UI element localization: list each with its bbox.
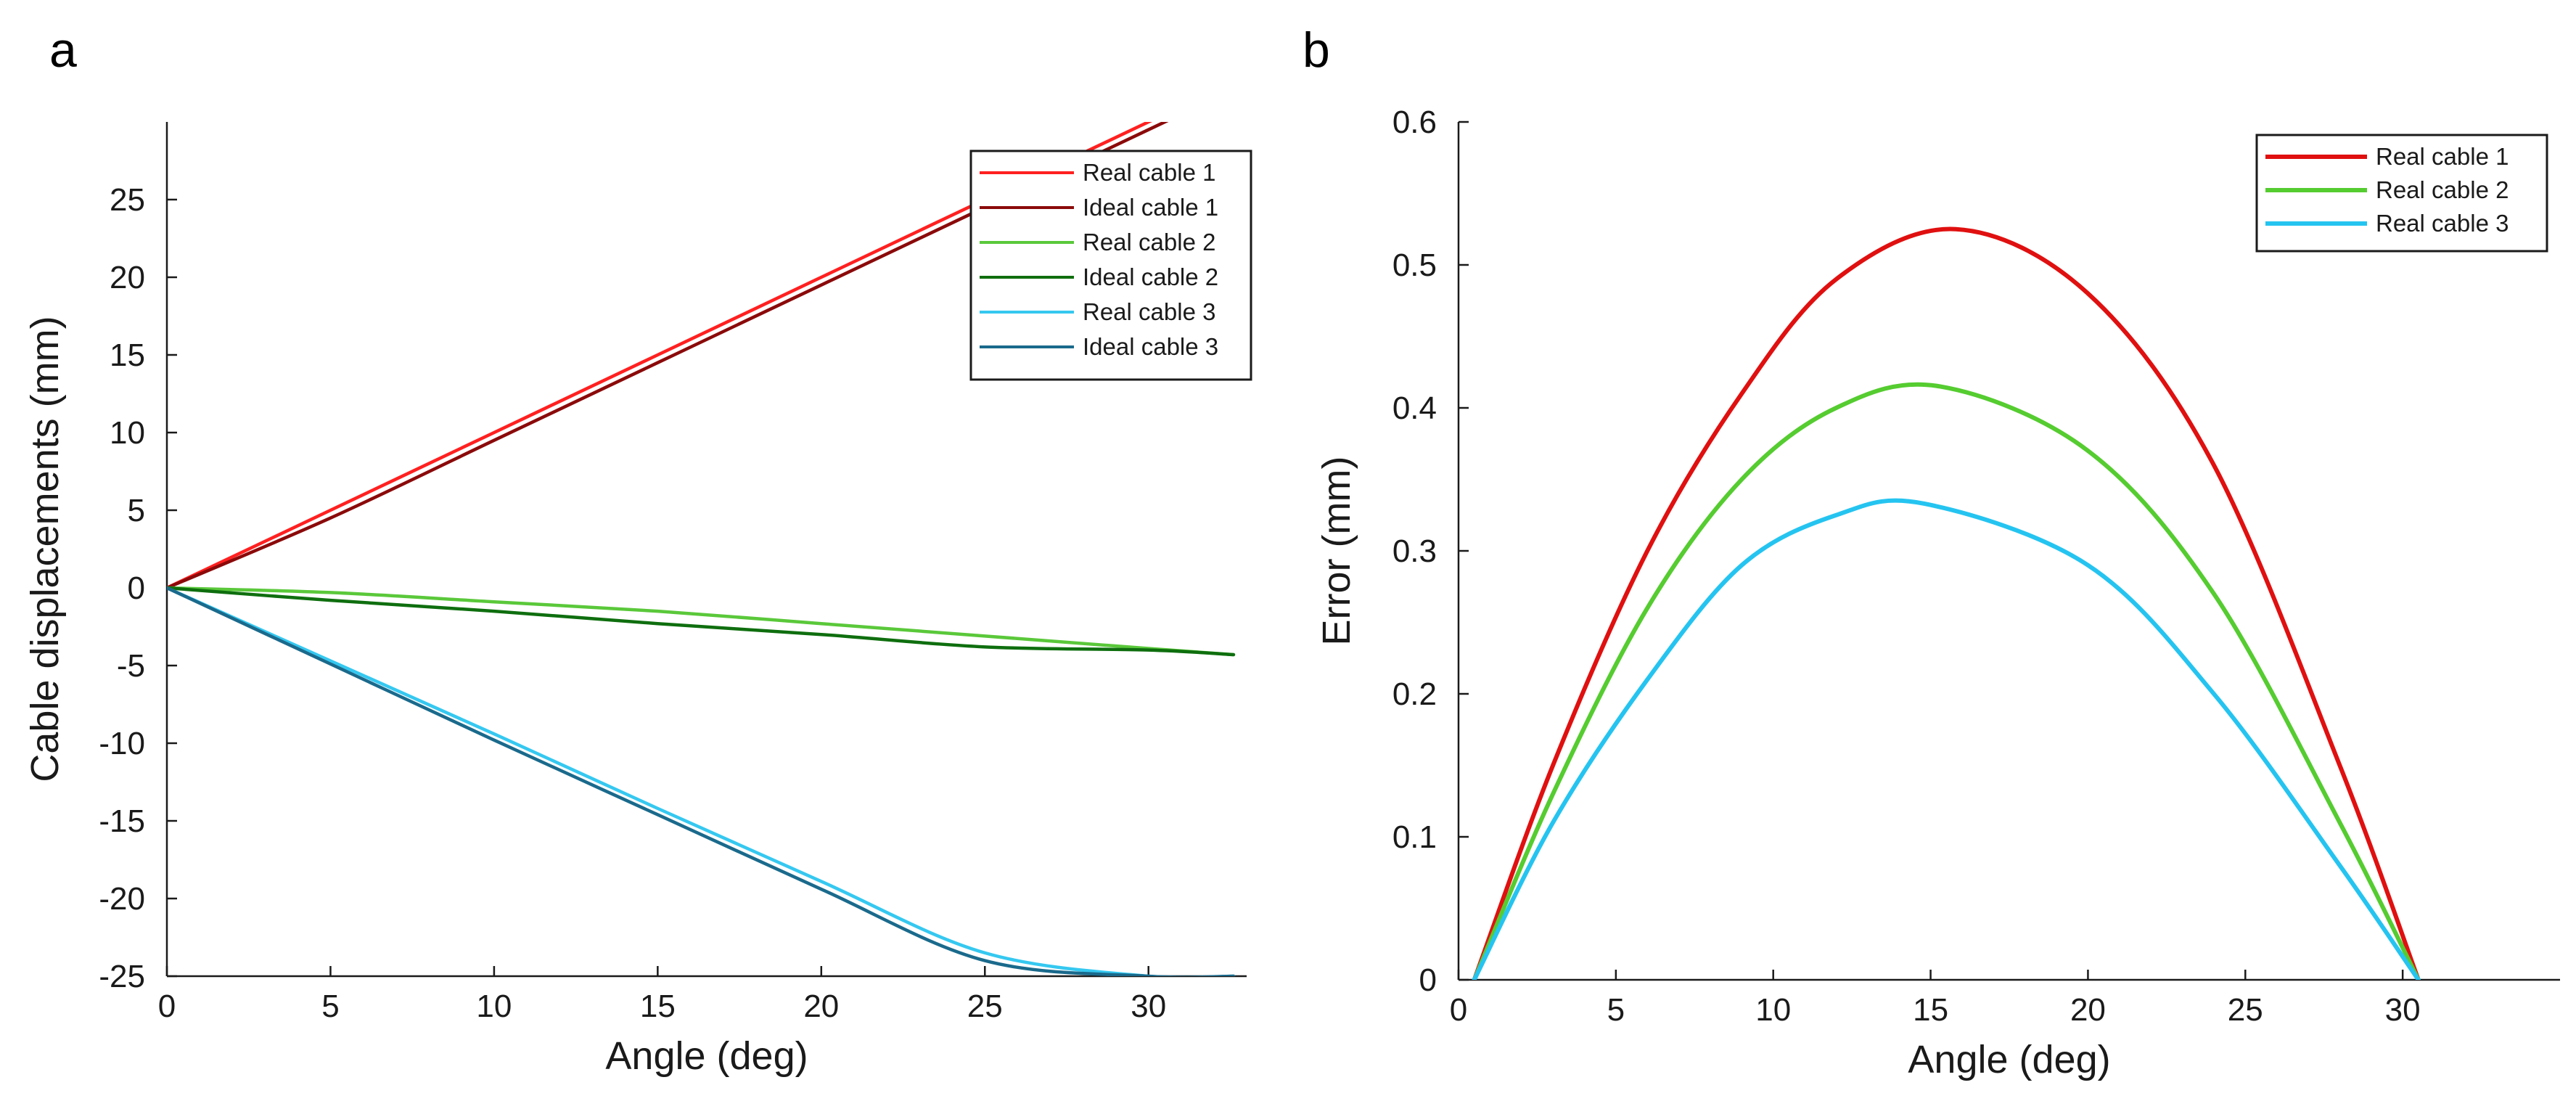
a-x-tick-label: 20: [803, 989, 839, 1024]
a-legend-label-5: Real cable 3: [1083, 298, 1215, 325]
b-y-tick-label: 0.2: [1392, 676, 1437, 712]
a-legend-label-6: Ideal cable 3: [1083, 333, 1218, 360]
a-legend-label-1: Real cable 1: [1083, 159, 1215, 186]
a-x-tick-label: 15: [640, 989, 676, 1024]
b-x-tick-label: 15: [1913, 992, 1948, 1028]
b-legend-label-2: Real cable 2: [2376, 176, 2509, 203]
a-y-axis-title: Cable displacements (mm): [23, 316, 67, 782]
b-y-axis-title: Error (mm): [1315, 457, 1358, 646]
panel-a-marks: 0 5 10 15 20 25 30 -25 -20 -15 -10 -5 0 5 10 15 20 25 Angl…: [23, 122, 1252, 1078]
b-legend-label-1: Real cable 1: [2376, 143, 2509, 170]
a-x-tick-label: 25: [967, 989, 1003, 1024]
a-y-tick-label: 0: [128, 570, 145, 606]
a-legend-label-3: Real cable 2: [1083, 229, 1215, 255]
b-y-tick-label: 0.6: [1392, 105, 1437, 140]
a-y-tick-label: 5: [128, 493, 145, 528]
a-series-line-4: [167, 586, 1236, 657]
a-legend: Real cable 1 Ideal cable 1 Real cable 2 Ide…: [969, 150, 1252, 381]
a-y-tick-label: 10: [110, 415, 145, 451]
b-x-tick-label: 20: [2070, 992, 2106, 1028]
a-series-line-1: [167, 122, 1152, 590]
panel-b: b 0 5 10 15 20 25 30 0 0.1 0.2 0.3 0.4 0.5 0.6 Angle (…: [1303, 22, 2560, 1081]
a-x-tick-label: 0: [158, 989, 176, 1024]
b-legend: Real cable 1 Real cable 2 Real cable 3: [2255, 134, 2548, 253]
b-series-line-1: [1472, 226, 2421, 980]
a-y-tick-label: -5: [117, 648, 145, 684]
b-series-line-2: [1472, 382, 2421, 980]
b-x-tick-label: 30: [2385, 992, 2421, 1028]
a-series-line-3: [167, 586, 1236, 657]
b-x-tick-label: 25: [2228, 992, 2263, 1028]
a-y-tick-label: 20: [110, 260, 145, 295]
a-series-line-5: [167, 586, 1236, 976]
b-y-tick-label: 0.5: [1392, 247, 1437, 283]
b-x-tick-label: 5: [1607, 992, 1625, 1028]
a-legend-label-4: Ideal cable 2: [1083, 263, 1218, 290]
b-y-tick-label: 0.1: [1392, 819, 1437, 855]
a-y-tick-label: 25: [110, 182, 145, 218]
b-x-axis-title: Angle (deg): [1908, 1038, 2110, 1081]
a-x-tick-label: 10: [476, 989, 512, 1024]
panel-a-label: a: [49, 22, 77, 78]
panel-b-label: b: [1303, 22, 1330, 78]
a-legend-box: [969, 150, 1252, 381]
panel-b-marks: 0 5 10 15 20 25 30 0 0.1 0.2 0.3 0.4 0.5 0.6 Angle (de…: [1315, 105, 2560, 1081]
a-y-tick-label: 15: [110, 337, 145, 373]
a-y-tick-label: -20: [99, 881, 145, 917]
b-y-tick-label: 0: [1419, 962, 1437, 998]
b-legend-box: [2255, 134, 2548, 253]
a-x-tick-label: 30: [1131, 989, 1166, 1024]
a-x-axis-title: Angle (deg): [605, 1034, 808, 1078]
panel-a: a 0 5 10 15 20 25 30 -25 -20 -15 -10 -5 0 5 10 15 20 25 An…: [23, 22, 1252, 1078]
a-legend-label-2: Ideal cable 1: [1083, 194, 1218, 221]
a-y-tick-label: -10: [99, 726, 145, 761]
b-y-tick-label: 0.3: [1392, 533, 1437, 569]
a-y-tick-label: -15: [99, 803, 145, 839]
b-y-tick-label: 0.4: [1392, 390, 1437, 426]
a-series-line-6: [167, 586, 1236, 976]
a-x-tick-label: 5: [321, 989, 339, 1024]
b-x-tick-label: 0: [1450, 992, 1467, 1028]
b-legend-label-3: Real cable 3: [2376, 210, 2509, 237]
b-series-line-3: [1472, 498, 2421, 980]
a-y-tick-label: -25: [99, 959, 145, 994]
b-x-tick-label: 10: [1755, 992, 1791, 1028]
